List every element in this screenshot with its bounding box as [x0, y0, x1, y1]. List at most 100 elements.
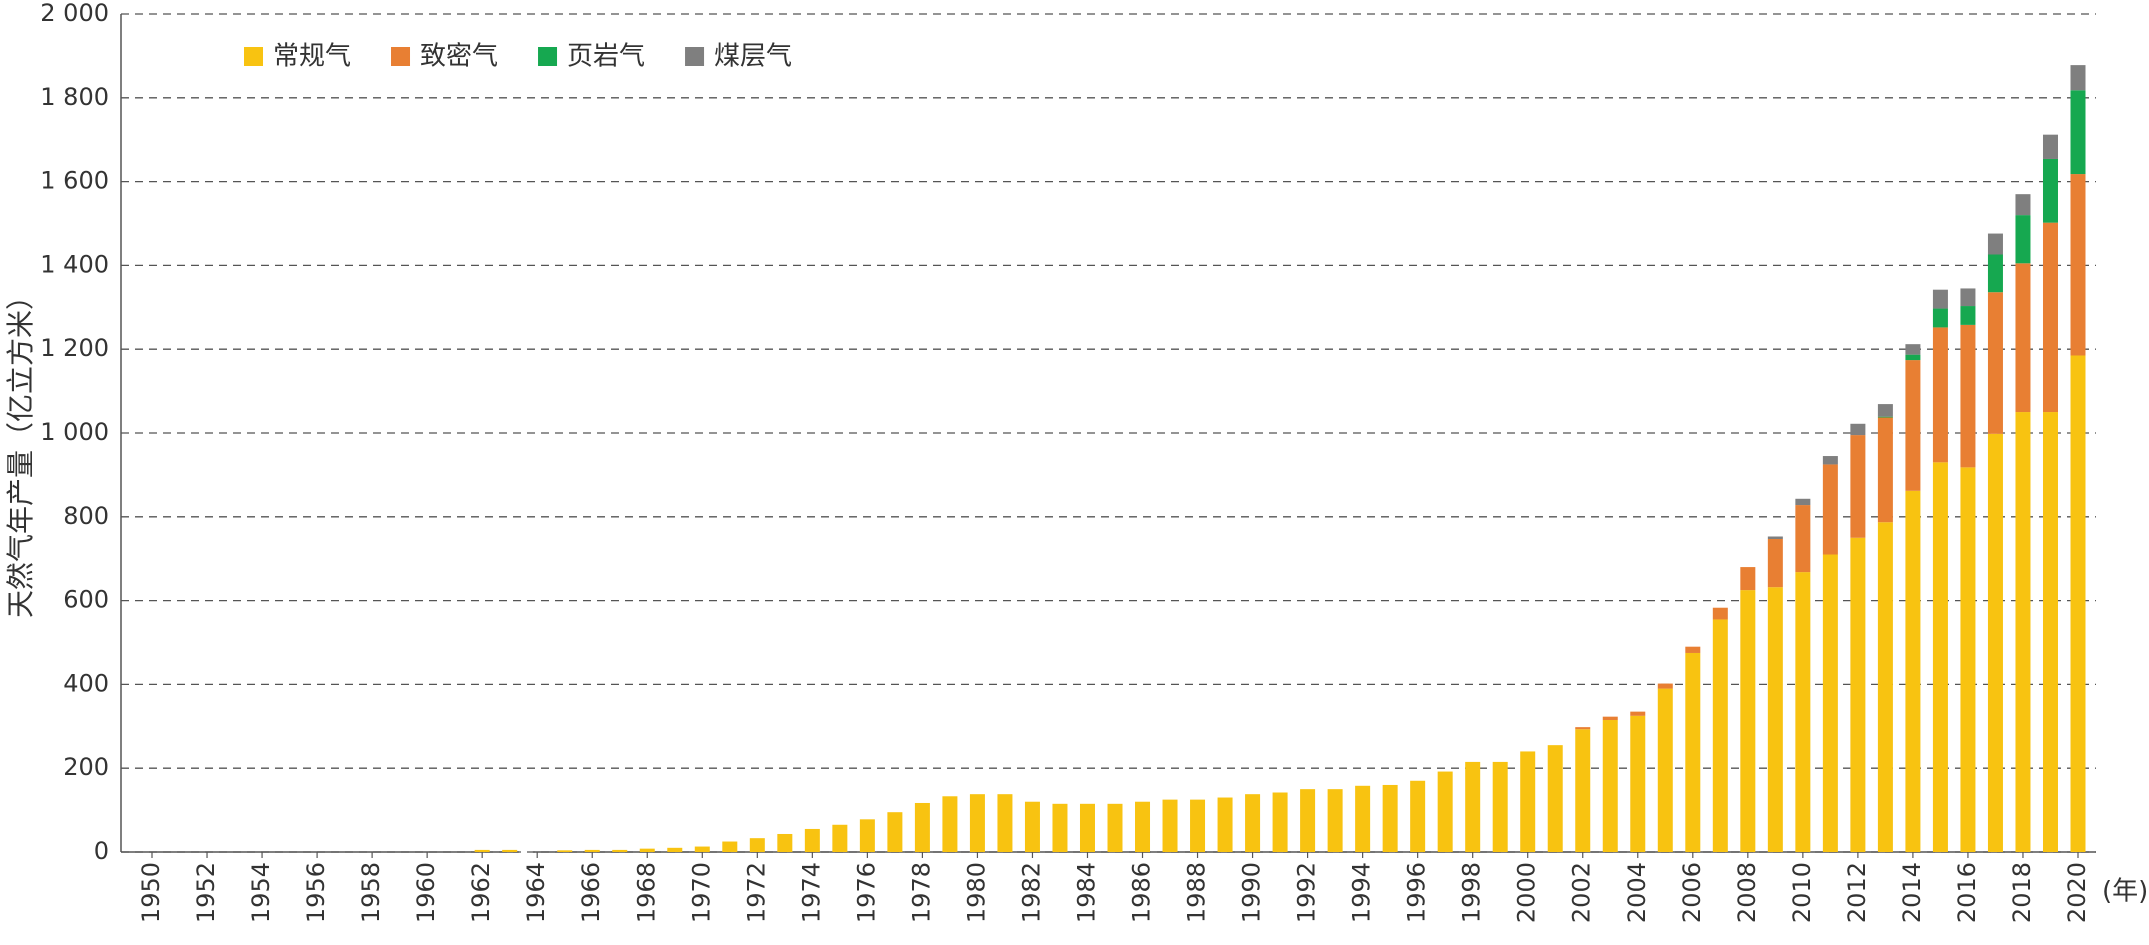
bar-segment: [1327, 789, 1343, 852]
x-tick-label: 1980: [962, 862, 990, 923]
bar-segment: [1657, 683, 1673, 689]
bar-segment: [2015, 215, 2031, 264]
bar-segment: [887, 812, 903, 852]
bar-segment: [1520, 751, 1536, 852]
bar-segment: [1685, 646, 1701, 653]
y-tick-label: 1 600: [40, 167, 109, 195]
y-tick-label: 1 400: [40, 250, 109, 278]
bar-segment: [1630, 711, 1646, 716]
x-tick-label: 1982: [1017, 862, 1045, 923]
bar-segment: [2015, 263, 2031, 413]
x-tick-label: 1974: [797, 862, 825, 923]
bar-segment: [1987, 433, 2003, 852]
bar-segment: [2015, 194, 2031, 216]
x-tick-label: 1978: [907, 862, 935, 923]
bar-segment: [2070, 90, 2086, 175]
x-tick-label: 2012: [1843, 862, 1871, 923]
legend-label: 常规气: [273, 42, 351, 72]
x-tick-label: 1954: [247, 862, 275, 923]
bar-segment: [1932, 308, 1948, 328]
y-tick-label: 600: [63, 586, 109, 614]
bar-segment: [777, 833, 793, 852]
bar-segment: [1079, 803, 1095, 852]
y-tick-label: 1 000: [40, 418, 109, 446]
bar-segment: [2070, 355, 2086, 852]
bar-segment: [1052, 803, 1068, 852]
bar-segment: [1850, 537, 1866, 852]
bar-segment: [997, 794, 1013, 852]
bar-segment: [859, 819, 875, 852]
x-tick-label: 2018: [2008, 862, 2036, 923]
bar-segment: [1795, 572, 1811, 852]
bar-segment: [2042, 134, 2058, 159]
bar-segment: [1465, 761, 1481, 852]
legend-label: 致密气: [420, 42, 498, 72]
x-tick-label: 1964: [522, 862, 550, 923]
x-tick-label: 1966: [577, 862, 605, 923]
bar-segment: [1575, 727, 1591, 730]
x-tick-label: 1962: [467, 862, 495, 923]
bar-segment: [1767, 587, 1783, 852]
bar-segment: [1822, 456, 1838, 465]
bar-segment: [1795, 498, 1811, 506]
x-tick-label: 1996: [1403, 862, 1431, 923]
bar-segment: [1905, 490, 1921, 852]
bar-segment: [1767, 536, 1783, 540]
bar-segment: [1877, 416, 1893, 418]
bar-segment: [1960, 467, 1976, 852]
bar-segment: [2042, 412, 2058, 852]
y-tick-label: 0: [94, 837, 109, 865]
x-tick-label: 1958: [357, 862, 385, 923]
bar-segment: [1987, 254, 2003, 293]
bar-segment: [1355, 785, 1371, 852]
bar-segment: [1932, 462, 1948, 852]
bar-segment: [557, 850, 573, 852]
bar-segment: [1987, 233, 2003, 255]
bar-segment: [969, 794, 985, 852]
x-tick-label: 1994: [1348, 862, 1376, 923]
bar-segment: [1932, 289, 1948, 309]
bar-segment: [2042, 222, 2058, 413]
bar-segment: [1932, 327, 1948, 463]
bar-segment: [474, 849, 490, 852]
x-tick-label: 2006: [1678, 862, 1706, 923]
legend-label: 煤层气: [714, 42, 792, 72]
x-tick-label: 1960: [412, 862, 440, 923]
bar-segment: [942, 796, 958, 852]
bar-segment: [1217, 797, 1233, 852]
bar-segment: [1960, 288, 1976, 307]
bar-segment: [832, 824, 848, 852]
x-tick-label: 2014: [1898, 862, 1926, 923]
bar-segment: [1107, 803, 1123, 852]
x-tick-label: 1990: [1238, 862, 1266, 923]
bar-segment: [1905, 354, 1921, 361]
bar-segment: [2042, 158, 2058, 223]
bar-segment: [584, 849, 600, 852]
bar-segment: [1657, 688, 1673, 852]
y-tick-label: 800: [63, 502, 109, 530]
legend-label: 页岩气: [567, 42, 645, 72]
legend-swatch: [538, 47, 558, 66]
bar-segment: [1135, 801, 1151, 852]
x-tick-label: 1984: [1072, 862, 1100, 923]
y-tick-label: 2 000: [40, 0, 109, 27]
x-axis-title: (年): [2102, 877, 2148, 907]
bar-segment: [722, 841, 738, 852]
bar-segment: [1272, 792, 1288, 852]
legend-swatch: [685, 47, 705, 66]
bar-segment: [1685, 652, 1701, 852]
bar-segment: [1712, 619, 1728, 852]
bar-segment: [1850, 435, 1866, 538]
bar-segment: [1190, 799, 1206, 852]
bar-segment: [694, 846, 710, 852]
y-tick-label: 400: [63, 669, 109, 697]
bar-segment: [1987, 292, 2003, 434]
x-tick-label: 1976: [852, 862, 880, 923]
bar-segment: [612, 849, 628, 852]
bar-segment: [1905, 360, 1921, 491]
bar-segment: [1850, 423, 1866, 436]
x-tick-label: 2002: [1568, 862, 1596, 923]
bar-segment: [1575, 729, 1591, 852]
bar-segment: [1602, 720, 1618, 852]
x-tick-label: 1986: [1128, 862, 1156, 923]
